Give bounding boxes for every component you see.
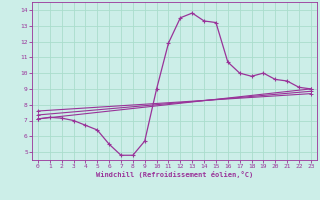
X-axis label: Windchill (Refroidissement éolien,°C): Windchill (Refroidissement éolien,°C) <box>96 171 253 178</box>
